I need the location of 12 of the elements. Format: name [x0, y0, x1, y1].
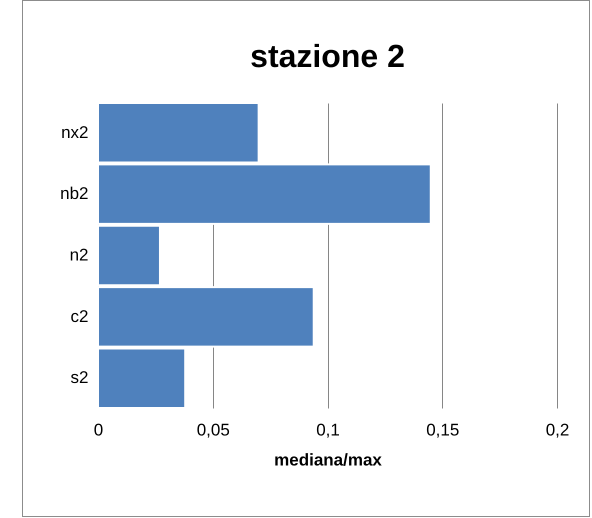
- y-tick-label: c2: [70, 306, 88, 326]
- chart-title: stazione 2: [250, 38, 405, 74]
- y-tick-label: s2: [70, 368, 88, 388]
- x-tick-label: 0: [94, 420, 104, 440]
- x-tick-label: 0,2: [546, 420, 570, 440]
- y-tick-label: nb2: [60, 184, 88, 204]
- x-tick-label: 0,05: [196, 420, 230, 440]
- x-axis-title: mediana/max: [274, 450, 382, 470]
- x-tick-label: 0,1: [316, 420, 340, 440]
- y-tick-label: n2: [70, 246, 88, 264]
- y-tick-label: nx2: [61, 122, 88, 142]
- x-tick-label: 0,15: [426, 420, 460, 440]
